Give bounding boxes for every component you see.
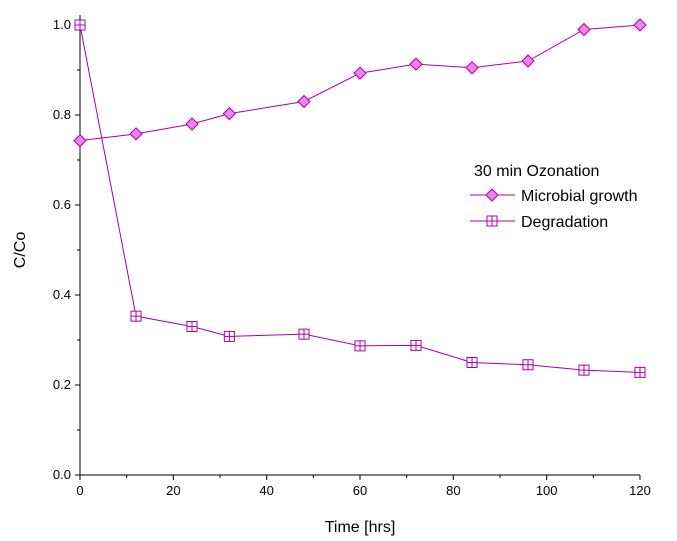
data-point-diamond [73,133,87,148]
y-tick-label: 0.4 [53,287,71,302]
x-tick-label: 0 [76,483,83,498]
data-point-diamond [409,57,423,71]
series-layer [73,18,647,378]
data-point-diamond [485,188,499,202]
legend: 30 min Ozonation Microbial growth Degrada… [470,163,637,231]
series-degradation [74,19,646,378]
x-tick-label: 80 [446,483,460,498]
legend-title: 30 min Ozonation [474,163,599,180]
data-point-diamond [577,22,591,37]
data-point-square [74,19,86,31]
data-point-square [354,340,366,352]
data-point-square [186,321,198,332]
data-point-diamond [521,54,535,68]
series-line [79,24,641,142]
data-point-diamond [129,127,143,141]
x-tick-label: 40 [259,483,273,498]
ticks: 0 20 40 60 80 100 120 0.0 0.2 0.4 0.6 0.8 1.0 [53,17,651,498]
x-tick-label: 100 [536,483,558,498]
y-tick-label: 0.2 [53,377,71,392]
y-tick-label: 0.6 [53,197,71,212]
data-point-diamond [353,66,367,80]
legend-label: Degradation [521,214,608,231]
data-point-diamond [222,106,237,121]
legend-item: Microbial growth [470,188,637,205]
data-point-square [130,310,142,322]
x-axis-title: Time [hrs] [325,519,396,536]
axes [79,15,640,476]
y-axis-title: C/Co [12,232,29,269]
data-point-square [634,366,646,378]
data-point-diamond [465,61,479,75]
data-point-diamond [633,18,647,32]
data-point-square [466,357,478,368]
data-point-diamond [297,94,311,109]
x-tick-label: 60 [353,483,367,498]
y-tick-label: 0.0 [53,467,71,482]
legend-item: Degradation [470,214,608,231]
x-tick-label: 120 [629,483,651,498]
legend-items: Microbial growth Degradation [470,188,637,231]
data-point-diamond [185,117,199,131]
y-tick-label: 1.0 [53,17,71,32]
data-point-square [578,364,590,376]
y-tick-label: 0.8 [53,107,71,122]
legend-label: Microbial growth [521,188,637,205]
x-tick-label: 20 [166,483,180,498]
data-point-square [298,328,310,340]
data-point-square [522,359,534,371]
data-point-square [486,215,498,227]
data-point-square [410,339,422,351]
data-point-square [223,330,235,342]
series-microbial-growth [73,18,647,148]
